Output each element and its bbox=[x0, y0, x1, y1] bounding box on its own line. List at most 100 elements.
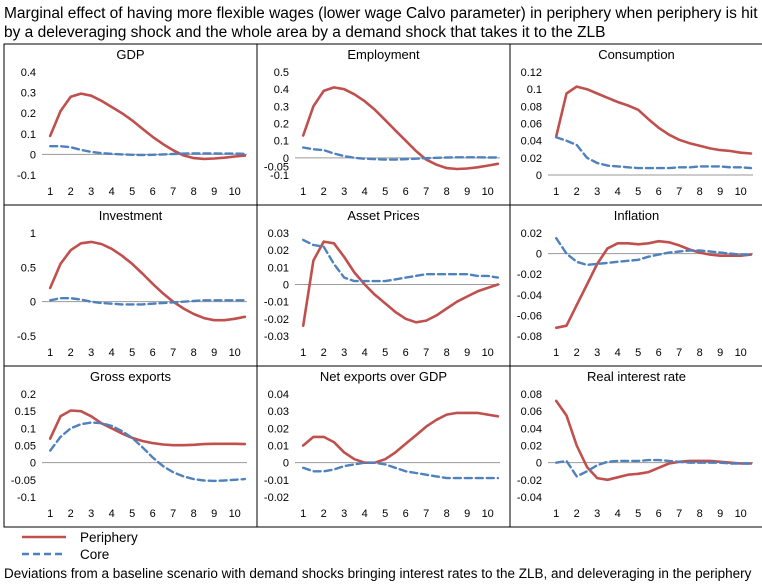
x-tick-label: 5 bbox=[635, 186, 641, 198]
x-tick-label: 7 bbox=[676, 508, 682, 520]
panel-title: Net exports over GDP bbox=[320, 369, 447, 384]
series-line-periphery bbox=[301, 411, 500, 465]
y-tick-label: -0.1 bbox=[17, 170, 36, 182]
x-tick-label: 4 bbox=[362, 508, 368, 520]
x-tick-label: 5 bbox=[635, 347, 641, 359]
x-tick-label: 1 bbox=[553, 186, 559, 198]
x-tick-label: 6 bbox=[656, 347, 662, 359]
y-tick-label: -0.01 bbox=[264, 297, 289, 309]
x-tick-label: 9 bbox=[211, 186, 217, 198]
x-tick-label: 7 bbox=[170, 508, 176, 520]
chart-panel-2: Employment 0.5 0.4 0.3 0.2 0.1 0-0.05-0.1 1 2 3 4 5… bbox=[256, 43, 511, 206]
y-tick-label: 0.2 bbox=[21, 108, 36, 120]
x-tick-label: 10 bbox=[229, 347, 241, 359]
y-tick-label: 0.3 bbox=[21, 88, 36, 100]
x-tick-label: 8 bbox=[444, 347, 450, 359]
y-tick-label: -0.05 bbox=[11, 475, 36, 487]
panel-title: Real interest rate bbox=[587, 369, 686, 384]
x-tick-label: 2 bbox=[574, 186, 580, 198]
x-tick-label: 2 bbox=[321, 347, 327, 359]
y-tick-label: 0.1 bbox=[21, 423, 36, 435]
y-tick-label: 0 bbox=[536, 458, 542, 470]
y-tick-label: 0.02 bbox=[521, 153, 542, 165]
y-tick-label: -0.02 bbox=[264, 314, 289, 326]
x-tick-label: 5 bbox=[382, 508, 388, 520]
y-tick-label: 0.15 bbox=[15, 406, 36, 418]
series-line-core bbox=[49, 421, 247, 483]
y-tick-label: 0.1 bbox=[21, 129, 36, 141]
panel-title: Gross exports bbox=[90, 369, 171, 384]
x-tick-label: 1 bbox=[553, 347, 559, 359]
y-tick-label: -0.06 bbox=[517, 310, 542, 322]
x-tick-label: 1 bbox=[47, 347, 53, 359]
x-tick-label: 10 bbox=[735, 347, 747, 359]
panel-title: Investment bbox=[99, 208, 163, 223]
y-tick-label: -0.05 bbox=[264, 161, 289, 173]
y-tick-label: -0.02 bbox=[517, 475, 542, 487]
x-tick-label: 8 bbox=[444, 186, 450, 198]
series-line-periphery bbox=[301, 240, 500, 328]
x-tick-label: 10 bbox=[229, 186, 241, 198]
y-tick-label: 0.02 bbox=[521, 228, 542, 240]
y-tick-label: 0.02 bbox=[268, 423, 289, 435]
x-tick-label: 8 bbox=[444, 508, 450, 520]
x-tick-label: 9 bbox=[211, 347, 217, 359]
y-tick-label: -0.1 bbox=[17, 492, 36, 504]
series-line-periphery bbox=[301, 86, 500, 171]
x-tick-label: 9 bbox=[717, 347, 723, 359]
x-tick-label: 8 bbox=[191, 508, 197, 520]
chart-panel-3: Consumption 0.12 0.1 0.08 0.06 0.04 0.02 01 2 3 4 5… bbox=[509, 43, 762, 206]
y-tick-label: 0 bbox=[30, 458, 36, 470]
x-tick-label: 6 bbox=[403, 508, 409, 520]
y-tick-label: -0.04 bbox=[517, 290, 542, 302]
x-tick-label: 9 bbox=[464, 186, 470, 198]
x-tick-label: 7 bbox=[170, 347, 176, 359]
x-tick-label: 6 bbox=[656, 508, 662, 520]
y-tick-label: -0.1 bbox=[270, 170, 289, 182]
y-tick-label: 0.08 bbox=[521, 101, 542, 113]
panel-border bbox=[256, 204, 511, 367]
x-tick-label: 4 bbox=[362, 186, 368, 198]
y-tick-label: 0 bbox=[536, 170, 542, 182]
y-tick-label: 0.08 bbox=[521, 389, 542, 401]
x-tick-label: 5 bbox=[129, 347, 135, 359]
panel-title: Consumption bbox=[598, 47, 675, 62]
x-tick-label: 4 bbox=[362, 347, 368, 359]
x-tick-label: 3 bbox=[594, 186, 600, 198]
chart-panel-4: Investment 1 0.5 0 -0.5 1 2 3 4 5 6 7 8 9 10 bbox=[3, 204, 258, 367]
x-tick-label: 9 bbox=[464, 347, 470, 359]
x-tick-label: 5 bbox=[382, 347, 388, 359]
x-tick-label: 7 bbox=[423, 347, 429, 359]
series-line-core bbox=[555, 236, 753, 267]
x-tick-label: 10 bbox=[482, 186, 494, 198]
x-tick-label: 1 bbox=[47, 508, 53, 520]
y-tick-label: -0.02 bbox=[517, 269, 542, 281]
x-tick-label: 3 bbox=[341, 508, 347, 520]
y-tick-label: 0.4 bbox=[274, 84, 289, 96]
chart-panel-7: Gross exports 0.2 0.15 0.1 0.05 0 -0.05 -0.1 1 2 3… bbox=[3, 365, 258, 528]
y-tick-label: 0.2 bbox=[274, 119, 289, 131]
y-tick-label: -0.03 bbox=[264, 331, 289, 343]
x-tick-label: 1 bbox=[300, 186, 306, 198]
x-tick-label: 5 bbox=[635, 508, 641, 520]
x-tick-label: 1 bbox=[300, 508, 306, 520]
x-tick-label: 5 bbox=[129, 186, 135, 198]
x-tick-label: 1 bbox=[553, 508, 559, 520]
x-tick-label: 7 bbox=[423, 186, 429, 198]
y-tick-label: -0.02 bbox=[264, 492, 289, 504]
panel-border bbox=[3, 365, 258, 528]
x-tick-label: 7 bbox=[170, 186, 176, 198]
x-tick-label: 10 bbox=[735, 508, 747, 520]
x-tick-label: 2 bbox=[321, 186, 327, 198]
figure-title: Marginal effect of having more flexible … bbox=[4, 5, 758, 41]
x-tick-label: 10 bbox=[482, 508, 494, 520]
series-line-periphery bbox=[554, 399, 753, 482]
panel-border bbox=[3, 204, 258, 367]
series-line-core bbox=[49, 144, 247, 157]
panel-border bbox=[509, 204, 762, 367]
legend: Periphery Core bbox=[22, 530, 138, 562]
series-line-periphery bbox=[48, 240, 247, 322]
x-tick-label: 6 bbox=[403, 347, 409, 359]
panel-border bbox=[3, 43, 258, 206]
x-tick-label: 8 bbox=[191, 186, 197, 198]
